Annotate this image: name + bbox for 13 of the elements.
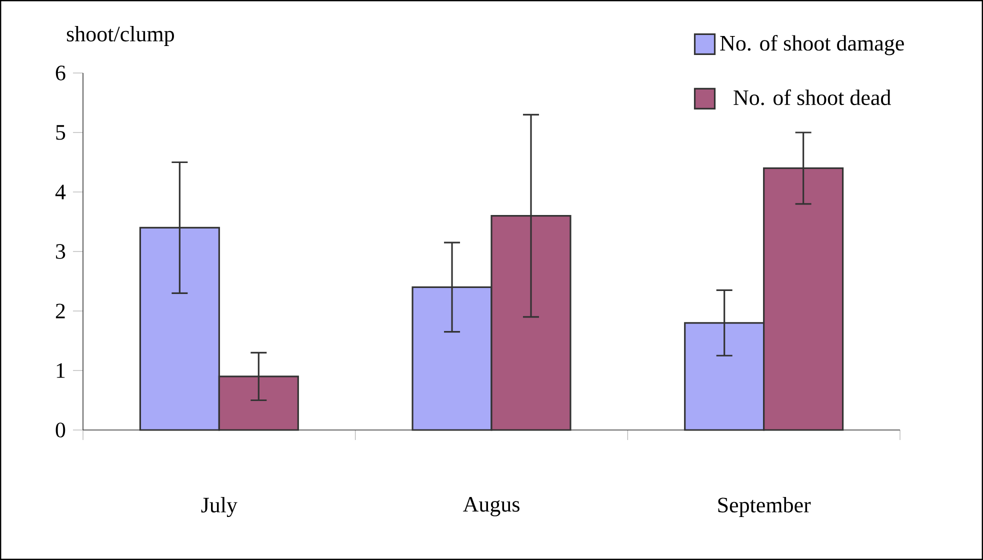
y-tick-label: 4 bbox=[55, 184, 66, 200]
legend-label: No. of shoot damage bbox=[720, 34, 904, 56]
y-tick-label: 6 bbox=[56, 66, 66, 80]
x-tick-label: September bbox=[718, 497, 811, 517]
y-tick-label: 2 bbox=[56, 304, 65, 318]
y-tick-label: 5 bbox=[56, 125, 66, 140]
y-tick-label: 3 bbox=[56, 244, 66, 259]
x-tick-label: July bbox=[201, 497, 238, 518]
x-tick-label: Augus bbox=[462, 497, 520, 516]
y-tick-label: 1 bbox=[56, 363, 65, 378]
y-axis-title: shoot/clump bbox=[66, 26, 174, 46]
legend-label: No. of shoot dead bbox=[734, 89, 891, 106]
y-tick-label: 0 bbox=[56, 422, 66, 438]
